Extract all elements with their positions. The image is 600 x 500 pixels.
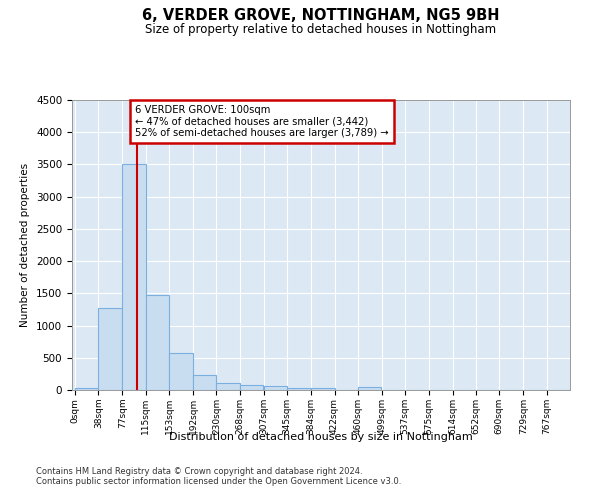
Bar <box>122 164 146 390</box>
Text: Contains HM Land Registry data © Crown copyright and database right 2024.: Contains HM Land Registry data © Crown c… <box>36 468 362 476</box>
Bar <box>146 294 169 390</box>
Text: Size of property relative to detached houses in Nottingham: Size of property relative to detached ho… <box>145 22 497 36</box>
Y-axis label: Number of detached properties: Number of detached properties <box>20 163 31 327</box>
Bar <box>287 388 311 390</box>
Bar <box>358 387 381 390</box>
Bar <box>264 386 287 390</box>
Text: Distribution of detached houses by size in Nottingham: Distribution of detached houses by size … <box>169 432 473 442</box>
Text: 6, VERDER GROVE, NOTTINGHAM, NG5 9BH: 6, VERDER GROVE, NOTTINGHAM, NG5 9BH <box>142 8 500 22</box>
Bar <box>98 308 122 390</box>
Bar <box>311 388 335 390</box>
Bar <box>217 382 240 390</box>
Text: 6 VERDER GROVE: 100sqm
← 47% of detached houses are smaller (3,442)
52% of semi-: 6 VERDER GROVE: 100sqm ← 47% of detached… <box>136 105 389 138</box>
Bar <box>240 385 263 390</box>
Bar <box>75 388 98 390</box>
Text: Contains public sector information licensed under the Open Government Licence v3: Contains public sector information licen… <box>36 478 401 486</box>
Bar <box>193 374 217 390</box>
Bar <box>169 354 193 390</box>
